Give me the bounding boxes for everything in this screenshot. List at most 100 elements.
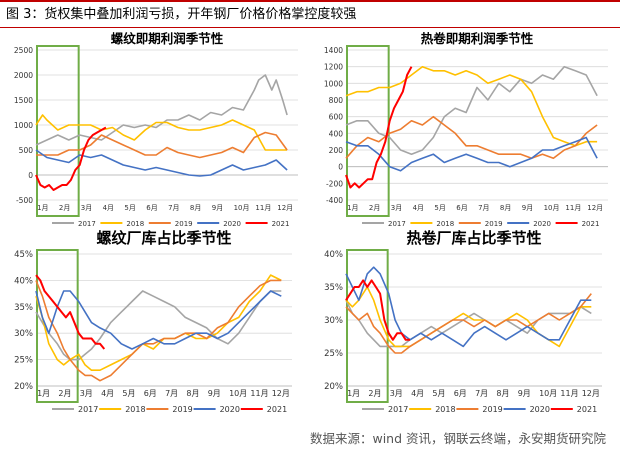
legend-label-2018: 2018: [436, 220, 454, 226]
y-tick-label: 1400: [324, 46, 343, 55]
x-tick-label: 8月: [186, 389, 199, 398]
figure-title: 图 3：货权集中叠加利润亏损，开年钢厂价格价格掌控度较强: [0, 0, 620, 28]
series-line-2018: [35, 114, 288, 151]
x-tick-label: 2月: [58, 389, 71, 398]
x-tick-label: 12月: [272, 389, 290, 398]
x-tick-label: 10月: [229, 389, 247, 398]
x-tick-label: 9月: [212, 204, 223, 212]
y-tick-label: -400: [326, 196, 343, 205]
legend-label-2021: 2021: [582, 220, 600, 226]
x-tick-label: 6月: [146, 204, 157, 212]
y-tick-label: 800: [329, 96, 344, 105]
series-line-2017: [35, 74, 288, 146]
series-line-2021: [345, 66, 413, 189]
highlight-box: [36, 249, 79, 403]
x-tick-label: 2月: [59, 204, 70, 212]
chart-hrc-factory-inventory-share: 热卷厂库占比季节性 20% 25% 30% 35% 40% 1月 2月 3月 4月 5月 6月 7月 8月…: [324, 229, 602, 414]
x-tick-label: 3月: [391, 204, 402, 212]
legend-label-2020: 2020: [220, 405, 240, 414]
x-tick-label: 7月: [168, 204, 179, 212]
y-tick-label: 25%: [324, 349, 343, 359]
legend-label-2019: 2019: [172, 405, 192, 414]
x-tick-label: 11月: [565, 204, 581, 212]
x-tick-label: 10月: [544, 204, 560, 212]
legend-label-2018: 2018: [435, 405, 455, 414]
y-tick-label: 2000: [14, 71, 33, 80]
x-tick-label: 6月: [144, 389, 157, 398]
series-line-2021: [35, 274, 106, 350]
y-tick-label: 30%: [324, 316, 343, 326]
series-line-2019: [345, 293, 592, 354]
x-tick-label: 4月: [413, 204, 424, 212]
series-line-2021: [35, 126, 107, 191]
y-tick-label: 25%: [14, 356, 33, 366]
x-tick-label: 5月: [124, 204, 135, 212]
x-tick-label: 11月: [255, 204, 271, 212]
x-tick-label: 9月: [208, 389, 221, 398]
x-tick-label: 7月: [165, 389, 178, 398]
highlight-box: [346, 45, 390, 217]
y-tick-label: 500: [19, 146, 34, 155]
legend-label-2017: 2017: [388, 405, 408, 414]
chart-hrc-profit: 热卷即期利润季节性 -400 -200 0 200 400 600 800 1000 1200 14…: [324, 31, 608, 226]
series-line-2018: [345, 65, 598, 147]
y-tick-label: -200: [326, 179, 343, 188]
x-tick-label: 4月: [103, 204, 114, 212]
x-tick-label: 10月: [234, 204, 250, 212]
y-tick-label: 20%: [324, 382, 343, 392]
y-tick-label: 40%: [14, 276, 33, 286]
series-line-2019: [36, 131, 288, 159]
x-tick-label: 1月: [37, 204, 48, 212]
highlight-box: [346, 249, 389, 403]
x-tick-label: 8月: [496, 389, 509, 398]
y-tick-label: -500: [16, 196, 33, 205]
series-line-2018: [35, 274, 282, 371]
series-line-2017: [35, 290, 282, 361]
series-line-2020: [35, 290, 282, 350]
x-tick-label: 5月: [434, 204, 445, 212]
x-tick-label: 6月: [454, 389, 467, 398]
y-tick-label: 1000: [14, 121, 33, 130]
x-tick-label: 5月: [122, 389, 135, 398]
x-tick-label: 2月: [369, 204, 380, 212]
legend-label-2021: 2021: [577, 405, 597, 414]
chart-title: 螺纹厂库占比季节性: [96, 229, 231, 247]
legend-label-2019: 2019: [175, 220, 193, 226]
x-tick-label: 12月: [587, 204, 603, 212]
legend-label-2020: 2020: [530, 405, 550, 414]
legend-label-2020: 2020: [223, 220, 241, 226]
legend-label-2019: 2019: [485, 220, 503, 226]
y-tick-label: 0: [28, 171, 33, 180]
series-line-2020: [345, 266, 592, 348]
y-tick-label: 600: [329, 113, 344, 122]
x-tick-label: 2月: [368, 389, 381, 398]
x-tick-label: 6月: [456, 204, 467, 212]
legend-label-2017: 2017: [78, 220, 96, 226]
x-tick-label: 4月: [411, 389, 424, 398]
legend-label-2019: 2019: [482, 405, 502, 414]
x-tick-label: 3月: [80, 389, 93, 398]
highlight-box: [36, 45, 80, 217]
x-tick-label: 9月: [518, 389, 531, 398]
x-tick-label: 7月: [475, 389, 488, 398]
x-tick-label: 1月: [347, 204, 358, 212]
y-tick-label: 35%: [14, 303, 33, 313]
series-line-2020: [345, 136, 598, 172]
legend-label-2018: 2018: [126, 220, 144, 226]
y-tick-label: 2500: [14, 46, 33, 55]
x-tick-label: 12月: [277, 204, 293, 212]
chart-title: 螺纹即期利润季节性: [111, 31, 224, 46]
legend-label-2021: 2021: [272, 220, 290, 226]
x-tick-label: 8月: [500, 204, 511, 212]
chart-rebar-profit: 螺纹即期利润季节性 -500 0 500 1000 1500 2000 2500 1月 2月 3月 4…: [14, 31, 298, 226]
legend-label-2017: 2017: [388, 220, 406, 226]
series-line-2021: [345, 279, 410, 341]
x-tick-label: 3月: [390, 389, 403, 398]
x-tick-label: 1月: [347, 389, 360, 398]
x-tick-label: 9月: [522, 204, 533, 212]
y-tick-label: 40%: [324, 250, 343, 260]
chart-title: 热卷厂库占比季节性: [406, 229, 541, 247]
y-tick-label: 200: [329, 146, 344, 155]
series-line-2020: [35, 149, 288, 177]
y-tick-label: 30%: [14, 329, 33, 339]
